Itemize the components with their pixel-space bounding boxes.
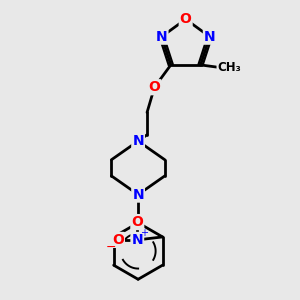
Text: O: O bbox=[180, 12, 192, 26]
Text: O: O bbox=[131, 215, 143, 229]
Text: N: N bbox=[204, 30, 215, 44]
Text: N: N bbox=[132, 134, 144, 148]
Text: N: N bbox=[132, 188, 144, 202]
Text: N: N bbox=[156, 30, 167, 44]
Text: −: − bbox=[106, 241, 117, 254]
Text: +: + bbox=[140, 228, 148, 239]
Text: CH₃: CH₃ bbox=[218, 61, 241, 74]
Text: N: N bbox=[131, 233, 143, 247]
Text: O: O bbox=[148, 80, 160, 94]
Text: O: O bbox=[112, 233, 124, 247]
